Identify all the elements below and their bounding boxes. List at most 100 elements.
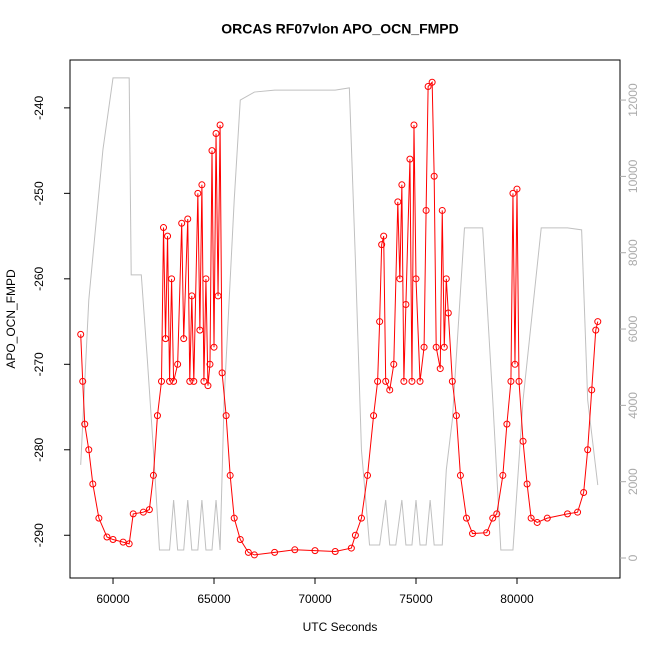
data-point	[380, 232, 388, 240]
data-point	[162, 335, 170, 343]
y-tick-label: -290	[32, 523, 46, 547]
data-point	[186, 377, 194, 385]
data-point	[79, 377, 87, 385]
data-point	[174, 360, 182, 368]
data-point	[119, 538, 127, 546]
data-point	[563, 510, 571, 518]
data-point	[430, 172, 438, 180]
data-point	[394, 198, 402, 206]
chart-title: ORCAS RF07vlon APO_OCN_FMPD	[221, 21, 459, 37]
data-point	[95, 514, 103, 522]
data-point	[378, 241, 386, 249]
data-point	[129, 510, 137, 518]
data-point	[202, 275, 210, 283]
data-point	[410, 121, 418, 129]
data-point	[444, 309, 452, 317]
y-tick-label: -270	[32, 352, 46, 376]
data-point	[386, 386, 394, 394]
data-point	[442, 275, 450, 283]
data-point	[456, 471, 464, 479]
series-line	[80, 80, 599, 556]
data-point	[190, 377, 198, 385]
data-point	[533, 518, 541, 526]
data-point	[103, 533, 111, 541]
data-point	[244, 548, 252, 556]
data-point	[125, 540, 133, 548]
x-axis-label: UTC Seconds	[303, 620, 378, 634]
y-tick-label: -250	[32, 181, 46, 205]
data-point	[311, 547, 319, 555]
data-point	[89, 480, 97, 488]
data-point	[236, 536, 244, 544]
data-point	[408, 377, 416, 385]
data-point	[376, 318, 384, 326]
data-point	[212, 130, 220, 138]
y2-tick-label: 4000	[626, 392, 640, 419]
data-point	[584, 446, 592, 454]
data-point	[291, 546, 299, 554]
data-point	[402, 300, 410, 308]
y2-tick-label: 0	[626, 554, 640, 561]
data-point	[515, 377, 523, 385]
data-point	[139, 508, 147, 516]
data-point	[511, 360, 519, 368]
data-point	[200, 377, 208, 385]
data-point	[507, 377, 515, 385]
data-point	[574, 508, 582, 516]
data-point	[157, 377, 165, 385]
data-point	[489, 514, 497, 522]
data-point	[210, 343, 218, 351]
series-line	[80, 77, 599, 551]
data-point	[208, 147, 216, 155]
data-point	[432, 343, 440, 351]
y2-tick-label: 6000	[626, 315, 640, 342]
data-point	[592, 326, 600, 334]
data-point	[81, 420, 89, 428]
data-point	[390, 360, 398, 368]
data-point	[153, 412, 161, 420]
y2-tick-label: 8000	[626, 239, 640, 266]
data-point	[230, 514, 238, 522]
data-point	[206, 360, 214, 368]
data-point	[509, 189, 517, 197]
data-point	[523, 480, 531, 488]
y-axis-label: APO_OCN_FMPD	[4, 269, 18, 369]
data-point	[438, 206, 446, 214]
data-point	[178, 219, 186, 227]
data-point	[160, 224, 168, 232]
data-point	[424, 82, 432, 90]
data-point	[109, 536, 117, 544]
x-tick-label: 60000	[96, 592, 130, 606]
data-point	[166, 377, 174, 385]
data-point	[428, 78, 436, 86]
y-tick-label: -280	[32, 437, 46, 461]
data-point	[331, 548, 339, 556]
data-point	[194, 189, 202, 197]
data-point	[351, 531, 359, 539]
data-point	[588, 386, 596, 394]
data-point	[164, 232, 172, 240]
data-point	[396, 275, 404, 283]
data-point	[188, 292, 196, 300]
data-point	[440, 343, 448, 351]
data-point	[357, 514, 365, 522]
data-point	[77, 330, 85, 338]
data-point	[503, 420, 511, 428]
data-point	[412, 275, 420, 283]
data-point	[168, 275, 176, 283]
data-point	[184, 215, 192, 223]
y2-tick-label: 10000	[626, 159, 640, 193]
data-point	[226, 471, 234, 479]
data-point	[400, 377, 408, 385]
data-point	[513, 185, 521, 193]
data-point	[196, 326, 204, 334]
data-point	[483, 529, 491, 537]
data-point	[170, 377, 178, 385]
data-point	[85, 446, 93, 454]
data-point	[519, 437, 527, 445]
data-point	[594, 318, 602, 326]
data-point	[214, 292, 222, 300]
data-point	[145, 506, 153, 514]
